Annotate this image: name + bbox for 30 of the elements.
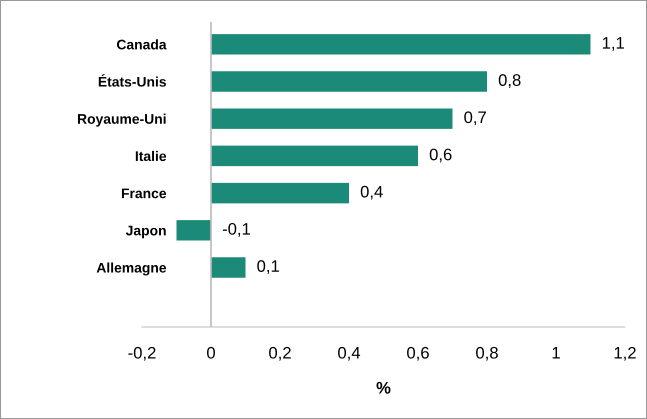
y-tick-label: Japon — [126, 226, 166, 238]
data-label: 0,7 — [464, 111, 486, 126]
y-tick-label: Canada — [116, 39, 167, 50]
x-tick-label: 1 — [552, 347, 560, 359]
bar — [211, 108, 452, 129]
x-tick-label: 0,6 — [407, 346, 429, 361]
data-label: 0,6 — [430, 148, 452, 162]
y-tick-label: France — [122, 188, 166, 198]
y-tick-label: Italie — [136, 150, 166, 162]
data-label: -0,1 — [222, 222, 250, 237]
bar — [211, 182, 349, 204]
bar — [211, 34, 590, 55]
y-tick-label: États-Unis — [98, 74, 166, 87]
x-axis-title: % — [376, 382, 390, 394]
y-tick-label: Royaume-Uni — [78, 114, 166, 127]
x-tick-label: 0,2 — [269, 346, 291, 361]
x-tick-label: 0,4 — [338, 346, 360, 361]
x-tick-label: 1,2 — [614, 346, 636, 361]
data-label: 0,8 — [498, 74, 521, 88]
data-label: 0,4 — [360, 186, 383, 200]
y-tick-label: Allemagne — [96, 262, 166, 276]
x-tick-label: -0,2 — [128, 346, 156, 361]
data-label: 1,1 — [602, 37, 624, 51]
bar — [211, 71, 487, 92]
x-tick-label: 0 — [207, 346, 215, 359]
data-label: 0,1 — [257, 260, 279, 274]
bar — [211, 146, 418, 166]
bar — [176, 220, 211, 241]
bar — [211, 257, 246, 278]
x-tick-label: 0,8 — [476, 346, 498, 361]
